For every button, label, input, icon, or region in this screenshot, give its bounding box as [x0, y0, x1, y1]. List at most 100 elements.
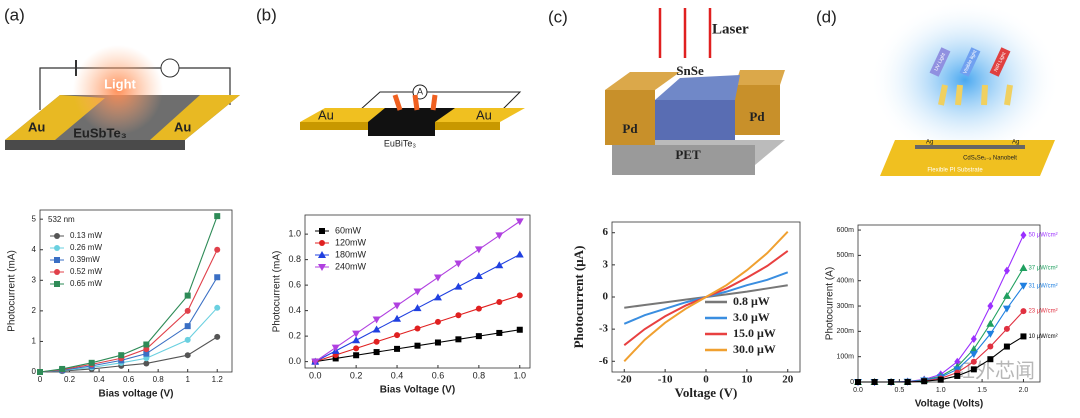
- series-line: [39, 336, 218, 373]
- schematic-c: Laser SnSe Pd Pd PET: [605, 8, 785, 175]
- x-tick-label: 0: [703, 374, 709, 386]
- x-axis-label: Voltage (V): [675, 385, 738, 400]
- data-point: [433, 293, 442, 301]
- data-point: [455, 336, 462, 343]
- x-tick-label: 0.2: [64, 375, 76, 384]
- data-point: [118, 352, 125, 359]
- schematic-label: Laser: [712, 21, 749, 37]
- data-point: [393, 302, 402, 310]
- y-tick-label: 3: [603, 258, 609, 270]
- y-tick-label: 0.4: [288, 305, 301, 315]
- data-point: [937, 376, 944, 383]
- legend-label: 15.0 μW: [733, 326, 776, 340]
- y-tick-label: -6: [599, 355, 609, 367]
- data-point: [1003, 325, 1010, 332]
- data-point: [414, 342, 421, 349]
- x-axis-label: Bias voltage (V): [98, 389, 173, 400]
- data-point: [1020, 333, 1027, 340]
- legend-label: 180mW: [335, 249, 367, 259]
- data-point: [954, 372, 961, 379]
- y-tick-label: 300m: [836, 303, 854, 310]
- chart: 0 0.2 0.4 0.6 0.8 1 1.2 0 1 2 3 4 5 Bias voltage (V) P…: [7, 209, 233, 400]
- data-point: [1020, 308, 1027, 315]
- data-point: [1020, 231, 1027, 240]
- legend-marker: [318, 264, 326, 271]
- data-point: [987, 343, 994, 350]
- x-tick-label: 10: [741, 374, 753, 386]
- data-point: [475, 305, 482, 312]
- y-tick-label: 6: [603, 226, 609, 238]
- y-tick-label: 1: [32, 337, 37, 346]
- data-point: [904, 379, 911, 385]
- data-point: [475, 333, 482, 340]
- schematic-label: Au: [174, 119, 191, 134]
- data-point: [969, 351, 978, 359]
- y-tick-label: 0: [850, 379, 854, 386]
- legend-marker: [54, 281, 60, 287]
- data-point: [1003, 343, 1010, 350]
- data-point: [413, 288, 422, 296]
- series-line: [623, 230, 789, 362]
- plot-frame: [304, 214, 531, 369]
- x-tick-label: -20: [617, 374, 632, 386]
- schematic-label: SnSe: [676, 63, 704, 78]
- legend-marker: [54, 269, 60, 275]
- y-tick-label: 500m: [836, 252, 854, 259]
- x-tick-label: 0.8: [473, 370, 486, 380]
- schematic-label: EuSbTe₃: [73, 125, 126, 140]
- panel-label: (c): [548, 7, 568, 26]
- schematic-d: UV Light Visible light NIR Light Ag Ag C…: [870, 0, 1060, 176]
- x-axis-label: Voltage (Volts): [915, 399, 984, 410]
- schematic-label: Ag: [926, 140, 933, 146]
- chart: 0.0 0.5 1.0 1.5 2.0 0 100m 200m 300m 400m 500m 600m…: [825, 224, 1058, 410]
- data-point: [1002, 305, 1011, 313]
- data-point: [954, 357, 961, 366]
- chart: -20 -10 0 10 20 -6 -3 0 3 6 Voltage (V) Photocurren…: [571, 221, 801, 400]
- legend-label: 0.26 mW: [70, 243, 102, 252]
- data-point: [970, 358, 977, 365]
- schematic-b: A Au Au EuBiTe₃: [300, 84, 525, 148]
- data-point: [855, 379, 861, 385]
- watermark: 红外芯闻: [955, 359, 1035, 382]
- data-point: [921, 378, 928, 385]
- chart: 0.0 0.2 0.4 0.6 0.8 1.0 0.0 0.2 0.4 0.6 0.8 1.0 Bias…: [272, 214, 531, 396]
- y-tick-label: 0.0: [288, 356, 301, 366]
- x-tick-label: 1.2: [212, 375, 224, 384]
- data-point: [214, 333, 221, 340]
- panel-label: (b): [256, 5, 277, 24]
- data-point: [184, 307, 191, 314]
- data-point: [184, 323, 191, 330]
- data-point: [143, 360, 150, 367]
- legend-label: 0.8 μW: [733, 294, 770, 308]
- data-point: [143, 346, 150, 353]
- data-point: [986, 330, 995, 338]
- data-point: [455, 312, 462, 319]
- data-point: [433, 274, 442, 282]
- data-point: [1019, 264, 1028, 272]
- x-tick-label: 0.8: [153, 375, 165, 384]
- data-point: [372, 316, 381, 324]
- x-tick-label: 0: [38, 375, 43, 384]
- data-point: [413, 304, 422, 312]
- data-point: [393, 314, 402, 322]
- data-point: [496, 298, 503, 305]
- x-tick-label: 0.4: [94, 375, 106, 384]
- legend-marker: [318, 251, 326, 258]
- y-tick-label: 1.0: [288, 229, 301, 239]
- schematic-label: CdSₓSe₁₋ₓ Nanobelt: [963, 156, 1017, 162]
- schematic-label: A: [417, 86, 423, 96]
- data-point: [184, 352, 191, 359]
- y-tick-label: 400m: [836, 278, 854, 285]
- x-tick-label: -10: [658, 374, 673, 386]
- legend-label: 60mW: [335, 225, 362, 235]
- legend-label: 30.0 μW: [733, 342, 776, 356]
- schematic-label: Au: [28, 119, 45, 134]
- data-point: [332, 355, 339, 362]
- legend-label: 31 μW/cm²: [1028, 283, 1057, 289]
- y-tick-label: 5: [32, 214, 37, 223]
- data-point: [970, 334, 977, 343]
- legend-label: 0.13 mW: [70, 231, 102, 240]
- schematic-label: Light: [104, 76, 136, 91]
- data-point: [888, 379, 895, 385]
